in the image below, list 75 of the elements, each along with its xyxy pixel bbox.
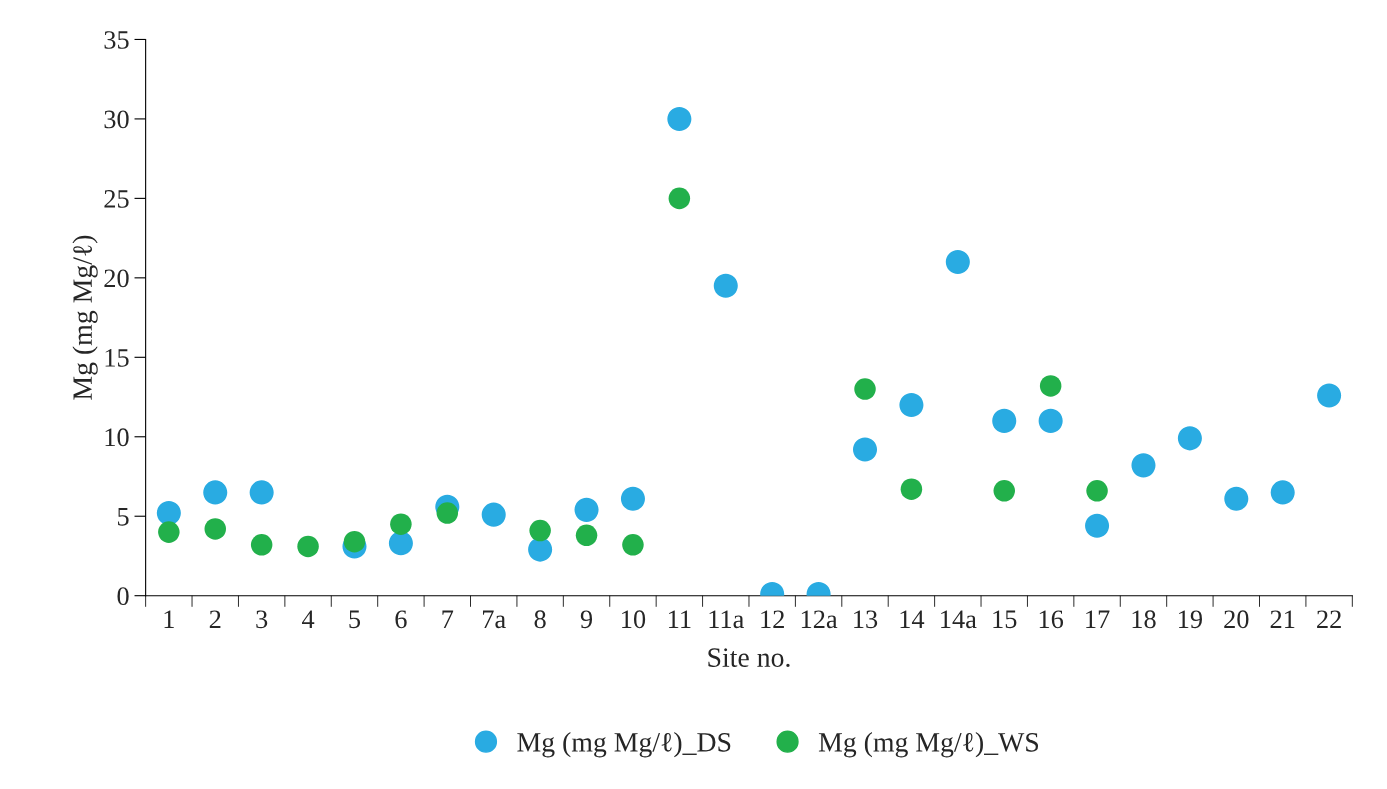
point [668, 187, 691, 210]
point [1038, 408, 1063, 433]
point [1177, 426, 1202, 451]
x-tick-label: 9 [580, 610, 593, 629]
y-tick-label: 15 [105, 349, 129, 367]
x-tick-label: 2 [209, 610, 221, 628]
x-tick-label: 12 [761, 610, 784, 628]
point [156, 501, 181, 526]
x-tick-label: 17 [1086, 610, 1110, 628]
point [1086, 480, 1108, 502]
point [297, 535, 319, 558]
point [620, 486, 645, 511]
x-tick-label: 19 [1179, 610, 1202, 629]
point [436, 502, 459, 524]
x-tick-label: 20 [1224, 610, 1249, 629]
point [622, 534, 644, 556]
point [1270, 480, 1295, 505]
point [1131, 453, 1156, 478]
point [900, 478, 923, 500]
point [667, 106, 692, 131]
x-tick-label: 15 [993, 610, 1017, 629]
point [854, 378, 876, 400]
y-tick-label: 0 [117, 587, 129, 606]
x-tick-label: 4 [301, 610, 315, 628]
x-tick-label: 11a [709, 610, 744, 629]
legend-label: Mg (mg Mg/ℓ)_DS [517, 732, 731, 758]
x-tick-label: 18 [1132, 610, 1156, 629]
point [1317, 383, 1342, 408]
point [713, 273, 738, 298]
x-tick-label: 11 [668, 610, 691, 628]
x-tick-label: 13 [854, 610, 878, 629]
x-tick-label: 14 [900, 610, 925, 628]
y-tick-label: 10 [105, 428, 129, 447]
point [575, 524, 598, 547]
x-tick-label: 6 [395, 610, 407, 629]
point [852, 437, 878, 462]
x-axis-title: Site no. [708, 648, 790, 668]
point [158, 521, 180, 543]
x-tick-label: 12a [801, 610, 838, 629]
point [343, 530, 366, 553]
point [528, 537, 553, 562]
point [249, 480, 274, 505]
point [481, 502, 506, 527]
x-tick-label: 14a [941, 610, 977, 629]
y-tick-label: 5 [118, 508, 129, 526]
x-tick-label: 10 [622, 610, 646, 629]
point [390, 513, 412, 535]
x-tick-label: 1 [164, 610, 174, 628]
point [993, 480, 1015, 502]
point [204, 518, 227, 540]
point [992, 408, 1017, 433]
x-tick-label: 5 [349, 610, 361, 629]
point [945, 249, 970, 274]
x-tick-label: 8 [534, 610, 546, 629]
x-tick-label: 7 [442, 610, 454, 628]
y-tick-label: 20 [104, 269, 129, 288]
x-tick-label: 22 [1317, 610, 1341, 628]
point [574, 497, 599, 522]
y-axis-title: Mg (mg Mg/ℓ) [72, 235, 98, 400]
point [1039, 375, 1062, 397]
x-tick-label: 21 [1270, 610, 1295, 628]
x-tick-label: 16 [1039, 610, 1064, 629]
y-tick-label: 25 [104, 190, 129, 208]
x-tick-label: 7a [483, 610, 506, 629]
y-tick-label: 30 [104, 110, 129, 129]
point [250, 534, 273, 556]
point [899, 392, 924, 418]
legend-label: Mg (mg Mg/ℓ)_WS [818, 732, 1039, 758]
point [203, 480, 228, 505]
x-tick-label: 3 [256, 610, 268, 629]
point [1085, 513, 1110, 538]
point [529, 519, 551, 542]
y-tick-label: 35 [104, 31, 129, 49]
point [388, 531, 413, 556]
point [1224, 486, 1249, 511]
